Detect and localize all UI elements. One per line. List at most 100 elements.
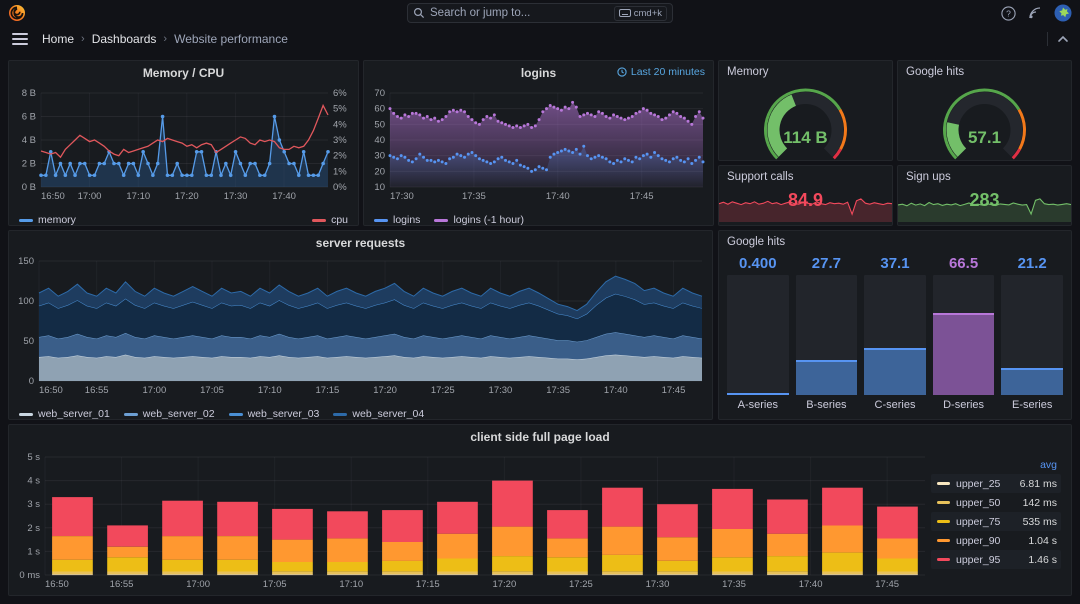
svg-text:4 s: 4 s (27, 476, 40, 487)
svg-text:100: 100 (18, 296, 34, 307)
svg-text:17:15: 17:15 (416, 579, 440, 590)
legend-avg-value: 142 ms (1022, 496, 1057, 509)
svg-text:2%: 2% (333, 151, 347, 162)
grafana-logo-icon[interactable] (8, 4, 26, 22)
svg-text:1%: 1% (333, 166, 347, 177)
breadcrumb: Home › Dashboards › Website performance (42, 32, 288, 46)
breadcrumb-dashboards[interactable]: Dashboards (91, 32, 157, 46)
legend-item[interactable]: upper_75 535 ms (931, 512, 1061, 531)
legend-item[interactable]: logins (374, 214, 420, 225)
svg-text:17:45: 17:45 (875, 579, 899, 590)
bar-gauge-value: 21.2 (1017, 255, 1047, 272)
user-avatar[interactable] (1054, 4, 1072, 22)
bar-gauge-value: 37.1 (880, 255, 910, 272)
svg-text:0 B: 0 B (22, 182, 36, 193)
legend-item[interactable]: upper_25 6.81 ms (931, 474, 1061, 493)
svg-text:?: ? (1006, 8, 1011, 18)
panel-title[interactable]: Google hits (727, 236, 786, 248)
bar-gauge-track (795, 275, 858, 395)
panel-google-hits-gauge: Google hits 57.1 (897, 60, 1072, 161)
bar-gauge-track (1001, 275, 1063, 395)
svg-text:16:55: 16:55 (85, 385, 109, 396)
legend-item[interactable]: web_server_01 (19, 408, 110, 420)
chevron-up-icon[interactable] (1056, 32, 1070, 46)
panel-google-hits-bars: Google hits 0.400 A-series 27.7 B-series 37.… (718, 230, 1072, 420)
panel-memory-gauge: Memory 114 B (718, 60, 893, 161)
svg-text:50: 50 (374, 119, 385, 130)
panel-title[interactable]: Support calls (727, 171, 794, 183)
legend-item[interactable]: web_server_02 (123, 408, 215, 420)
bar-gauge-column[interactable]: 27.7 B-series (795, 255, 858, 411)
svg-text:2 s: 2 s (27, 523, 40, 534)
bar-gauge-column[interactable]: 37.1 C-series (864, 255, 926, 411)
bar-gauge-label: A-series (737, 399, 778, 411)
panel-title[interactable]: logins (520, 66, 557, 80)
bar-gauge-label: E-series (1012, 399, 1053, 411)
page-load-legend: avg upper_25 6.81 ms upper_50 142 ms upper_7… (931, 449, 1069, 595)
bar-gauge-column[interactable]: 0.400 A-series (727, 255, 789, 411)
memory-gauge: 114 B (719, 83, 892, 160)
panel-title[interactable]: Memory / CPU (142, 66, 225, 80)
panel-title[interactable]: client side full page load (470, 430, 610, 444)
logins-chart[interactable]: 10 20 30 40 50 60 70 17:30 17:35 17:40 17:45 (364, 85, 713, 210)
search-input[interactable] (430, 7, 614, 19)
legend-swatch (937, 482, 950, 485)
svg-text:17:20: 17:20 (175, 191, 199, 202)
legend-item[interactable]: cpu (312, 214, 348, 225)
breadcrumb-current: Website performance (174, 32, 288, 46)
panel-server-requests: server requests 0 50 100 150 16:50 16:55 17:00… (8, 230, 713, 420)
support-calls-sparkline (719, 192, 892, 225)
server-requests-chart[interactable]: 0 50 100 150 16:50 16:55 17:00 17:05 17:10 17:15 1… (9, 255, 712, 404)
svg-text:20: 20 (374, 166, 385, 177)
panel-title[interactable]: server requests (315, 236, 406, 250)
bar-gauge-column[interactable]: 66.5 D-series (932, 255, 995, 411)
svg-text:50: 50 (23, 336, 34, 347)
keyboard-icon (618, 9, 631, 17)
legend-label: web_server_02 (142, 408, 215, 420)
legend-swatch (312, 218, 327, 222)
search-box[interactable]: cmd+k (407, 3, 673, 23)
sign-ups-value: 283 (969, 190, 1000, 210)
legend-label: web_server_01 (38, 408, 110, 420)
panel-title[interactable]: Memory (727, 66, 769, 78)
bar-gauge-column[interactable]: 21.2 E-series (1001, 255, 1063, 411)
legend-avg-header[interactable]: avg (1040, 459, 1057, 471)
legend-item[interactable]: web_server_04 (333, 408, 424, 419)
svg-text:17:40: 17:40 (272, 191, 296, 202)
legend-label: upper_90 (956, 534, 1001, 547)
shortcut-label: cmd+k (633, 7, 662, 19)
legend-swatch (333, 412, 348, 416)
clock-icon (617, 67, 627, 77)
legend-item[interactable]: logins (-1 hour) (434, 214, 525, 226)
page-load-chart[interactable]: 0 ms 1 s 2 s 3 s 4 s 5 s 16:50 16:55 17:00 17:05 1… (9, 449, 931, 595)
svg-text:5 s: 5 s (27, 452, 40, 463)
panel-title[interactable]: Google hits (906, 66, 965, 78)
breadcrumb-separator: › (163, 33, 168, 45)
breadcrumb-separator: › (81, 33, 85, 45)
svg-text:17:35: 17:35 (722, 579, 746, 590)
panel-sign-ups: Sign ups 283 (897, 165, 1072, 226)
legend-item[interactable]: upper_90 1.04 s (931, 531, 1061, 550)
breadcrumb-home[interactable]: Home (42, 32, 75, 46)
svg-text:150: 150 (18, 256, 34, 267)
time-range-link[interactable]: Last 20 minutes (617, 66, 705, 78)
legend-item[interactable]: memory (19, 214, 76, 225)
legend-item[interactable]: upper_95 1.46 s (931, 550, 1061, 569)
legend-swatch (937, 539, 950, 542)
legend-item[interactable]: upper_50 142 ms (931, 493, 1061, 512)
memory-cpu-chart[interactable]: 0 B 2 B 4 B 6 B 8 B 0% 1% 2% 3% 4% 5% 6% 16:50 17:00 1… (9, 85, 358, 210)
svg-text:17:20: 17:20 (373, 385, 397, 396)
help-icon[interactable]: ? (1001, 5, 1016, 21)
svg-text:4 B: 4 B (22, 135, 36, 146)
legend-avg-value: 1.46 s (1028, 553, 1057, 566)
top-bar: cmd+k ? (0, 0, 1080, 26)
bar-gauge-track (932, 275, 995, 395)
svg-text:17:05: 17:05 (263, 579, 287, 590)
legend-label: logins (-1 hour) (453, 214, 525, 226)
news-rss-icon[interactable] (1028, 6, 1042, 20)
legend-item[interactable]: web_server_03 (228, 408, 319, 419)
menu-toggle-icon[interactable] (12, 33, 28, 45)
panel-memory-cpu: Memory / CPU 0 B 2 B 4 B 6 B 8 B 0% 1% 2% 3% 4% 5%… (8, 60, 359, 226)
svg-text:17:05: 17:05 (200, 385, 224, 396)
panel-title[interactable]: Sign ups (906, 171, 951, 183)
